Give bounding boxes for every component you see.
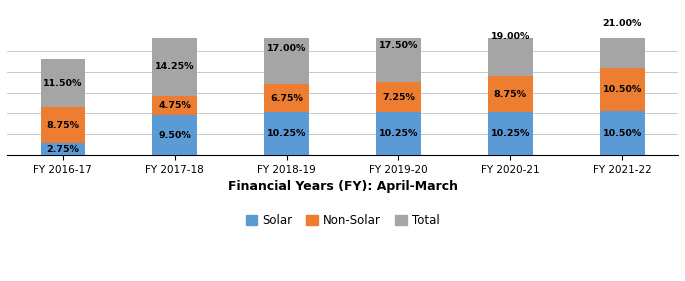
Bar [488,112,533,155]
Text: 10.25%: 10.25% [490,129,530,138]
Bar [40,59,85,107]
Text: 17.00%: 17.00% [267,44,306,53]
Text: 8.75%: 8.75% [47,121,79,130]
Bar [488,0,533,76]
Bar [264,84,309,112]
Text: 14.25%: 14.25% [155,62,195,71]
Bar [600,0,645,67]
Text: 11.50%: 11.50% [43,79,83,88]
Text: 4.75%: 4.75% [158,101,191,110]
Text: 8.75%: 8.75% [494,90,527,99]
Text: 17.50%: 17.50% [379,41,418,50]
Bar [600,111,645,155]
Bar [152,96,197,115]
Text: 10.25%: 10.25% [379,129,418,138]
Bar [600,67,645,111]
Bar [264,13,309,84]
Text: 6.75%: 6.75% [270,94,303,103]
Text: 9.50%: 9.50% [158,131,191,140]
Text: 10.50%: 10.50% [603,128,642,137]
Text: 7.25%: 7.25% [382,93,415,102]
Bar [40,143,85,155]
Text: 10.25%: 10.25% [267,129,306,138]
Text: 2.75%: 2.75% [47,145,79,154]
Bar [40,107,85,143]
Bar [376,82,421,112]
Text: 19.00%: 19.00% [490,32,530,41]
Bar [264,112,309,155]
Bar [376,112,421,155]
Bar [152,37,197,96]
Text: 21.00%: 21.00% [602,19,642,28]
Legend: Solar, Non-Solar, Total: Solar, Non-Solar, Total [241,210,444,232]
Text: 10.50%: 10.50% [603,85,642,94]
X-axis label: Financial Years (FY): April-March: Financial Years (FY): April-March [227,180,458,193]
Bar [376,9,421,82]
Bar [488,76,533,112]
Bar [152,115,197,155]
